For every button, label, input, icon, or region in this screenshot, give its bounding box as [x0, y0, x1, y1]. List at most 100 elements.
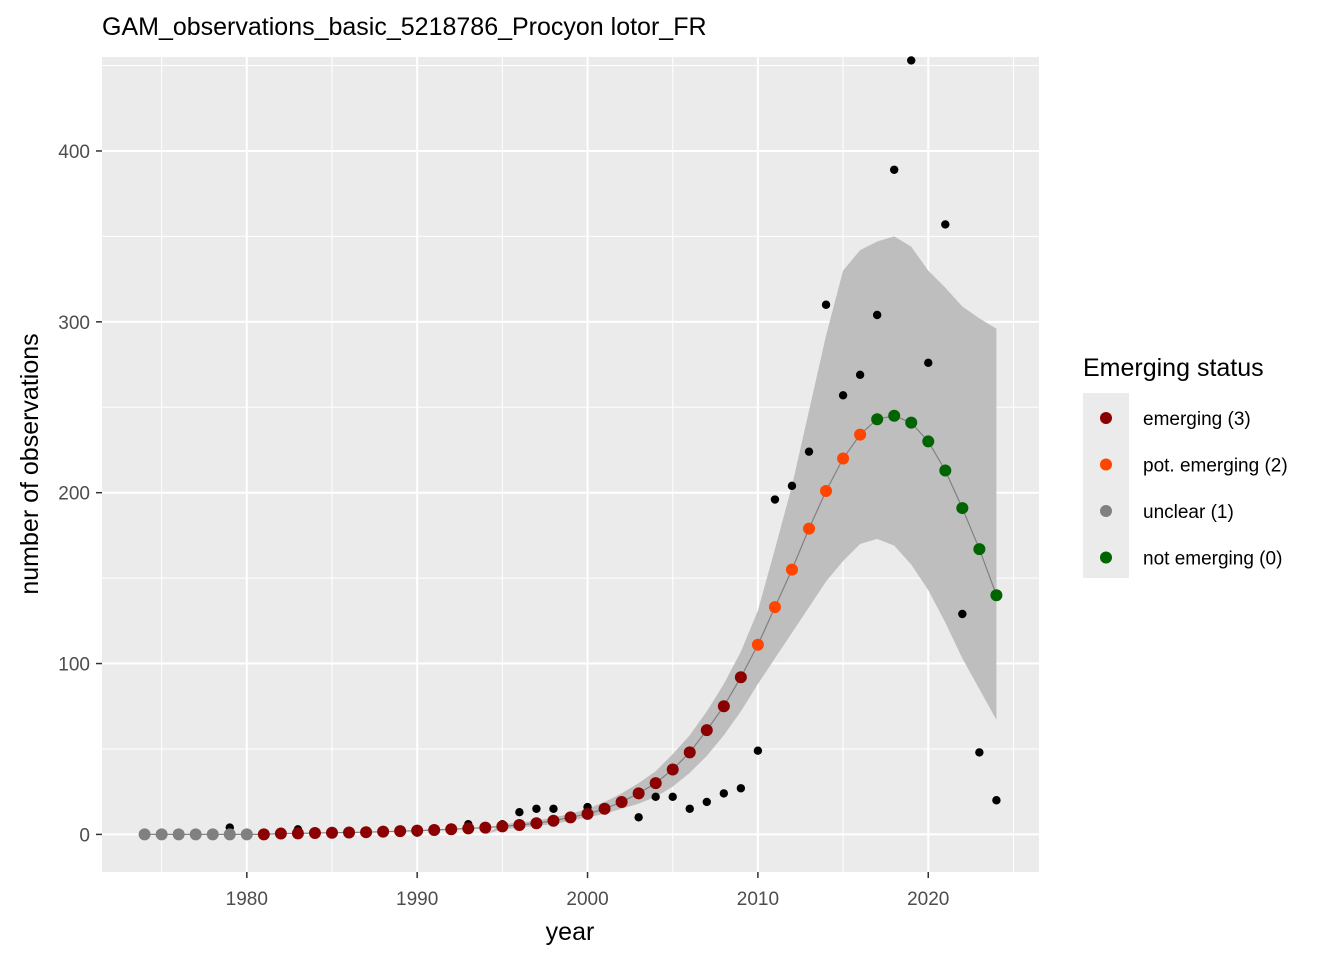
fitted-point — [683, 746, 696, 759]
observed-point — [924, 358, 933, 368]
fitted-point — [922, 435, 935, 448]
observed-point — [855, 370, 865, 379]
legend: Emerging status emerging (3) pot. emergin… — [1083, 354, 1288, 578]
fitted-point — [479, 821, 492, 834]
fitted-point — [343, 826, 356, 839]
legend-key-2 — [1100, 458, 1112, 471]
fitted-point — [496, 820, 509, 833]
legend-label-1: unclear (1) — [1143, 502, 1234, 523]
observed-point — [787, 481, 797, 491]
x-axis-title: year — [546, 918, 595, 946]
fitted-point — [564, 811, 577, 824]
legend-title: Emerging status — [1083, 354, 1264, 382]
fitted-point — [274, 827, 287, 840]
fitted-point — [291, 827, 304, 840]
x-tick-label: 2000 — [566, 889, 608, 910]
fitted-point — [257, 828, 270, 841]
fitted-point — [785, 563, 798, 576]
observed-point — [515, 807, 524, 817]
fitted-point — [189, 828, 202, 841]
fitted-point — [871, 413, 884, 426]
x-tick-label: 2010 — [737, 889, 779, 910]
fitted-point — [206, 828, 219, 841]
observed-point — [702, 797, 711, 807]
observed-point — [532, 804, 541, 813]
fitted-point — [990, 589, 1003, 602]
fitted-point — [462, 822, 475, 835]
y-tick-label: 0 — [79, 825, 90, 846]
x-tick-label: 2020 — [907, 889, 949, 910]
observed-point — [668, 792, 677, 802]
observed-point — [549, 804, 558, 813]
observed-point — [804, 447, 814, 456]
fitted-point — [308, 827, 321, 840]
observed-point — [736, 784, 746, 793]
legend-key-1 — [1100, 505, 1112, 517]
fitted-point — [700, 724, 713, 737]
y-tick-label: 400 — [58, 142, 90, 163]
fitted-point — [513, 819, 526, 832]
chart-title: GAM_observations_basic_5218786_Procyon l… — [102, 13, 707, 41]
fitted-point — [837, 452, 850, 465]
observed-point — [941, 220, 950, 229]
fitted-point — [649, 777, 662, 790]
fitted-point — [803, 522, 816, 535]
fitted-point — [854, 428, 867, 441]
observed-point — [992, 796, 1001, 805]
y-axis: 0 100 200 300 400 — [58, 142, 102, 846]
fitted-point — [411, 824, 424, 837]
observed-point — [753, 746, 763, 755]
observed-point — [719, 789, 729, 798]
fitted-point — [240, 828, 253, 841]
fitted-point — [223, 828, 236, 841]
fitted-point — [394, 825, 407, 838]
legend-key-0 — [1100, 551, 1112, 564]
legend-label-2: pot. emerging (2) — [1143, 456, 1288, 477]
fitted-point — [768, 601, 781, 614]
observed-point — [685, 804, 694, 813]
fitted-point — [598, 802, 611, 815]
observed-point — [821, 300, 831, 309]
observed-point — [872, 310, 882, 320]
fitted-point — [138, 828, 151, 841]
fitted-points — [138, 409, 1003, 841]
observed-point — [634, 813, 643, 822]
observed-point — [975, 748, 984, 757]
x-axis: 1980 1990 2000 2010 2020 — [226, 872, 949, 910]
fitted-point — [155, 828, 168, 841]
observed-point — [907, 56, 916, 65]
y-tick-label: 300 — [58, 313, 90, 334]
observed-point — [770, 495, 780, 504]
fitted-point — [973, 543, 986, 556]
observed-point — [889, 165, 899, 174]
observed-point — [651, 792, 660, 802]
fitted-point — [632, 787, 645, 800]
fitted-point — [751, 638, 764, 651]
fitted-point — [581, 807, 594, 820]
fitted-point — [360, 826, 373, 839]
fitted-point — [530, 817, 543, 830]
confidence-ribbon — [144, 236, 997, 835]
fitted-point — [377, 825, 390, 838]
fitted-point — [888, 409, 901, 422]
fitted-point — [666, 763, 679, 776]
y-tick-label: 100 — [58, 655, 90, 676]
fitted-point — [445, 823, 458, 836]
legend-label-3: emerging (3) — [1143, 409, 1251, 430]
y-tick-label: 200 — [58, 484, 90, 505]
fitted-point — [428, 823, 441, 836]
x-tick-label: 1980 — [226, 889, 268, 910]
observed-point — [838, 391, 848, 400]
fitted-point — [734, 671, 747, 684]
legend-entries: emerging (3) pot. emerging (2) unclear (1)… — [1100, 409, 1288, 570]
legend-label-0: not emerging (0) — [1143, 549, 1282, 570]
observed-point — [958, 609, 967, 619]
fitted-point — [717, 700, 730, 713]
fitted-point — [820, 484, 833, 497]
fitted-point — [939, 464, 952, 477]
fitted-point — [956, 502, 969, 515]
x-tick-label: 1990 — [396, 889, 438, 910]
fitted-point — [615, 795, 628, 808]
fitted-point — [172, 828, 185, 841]
